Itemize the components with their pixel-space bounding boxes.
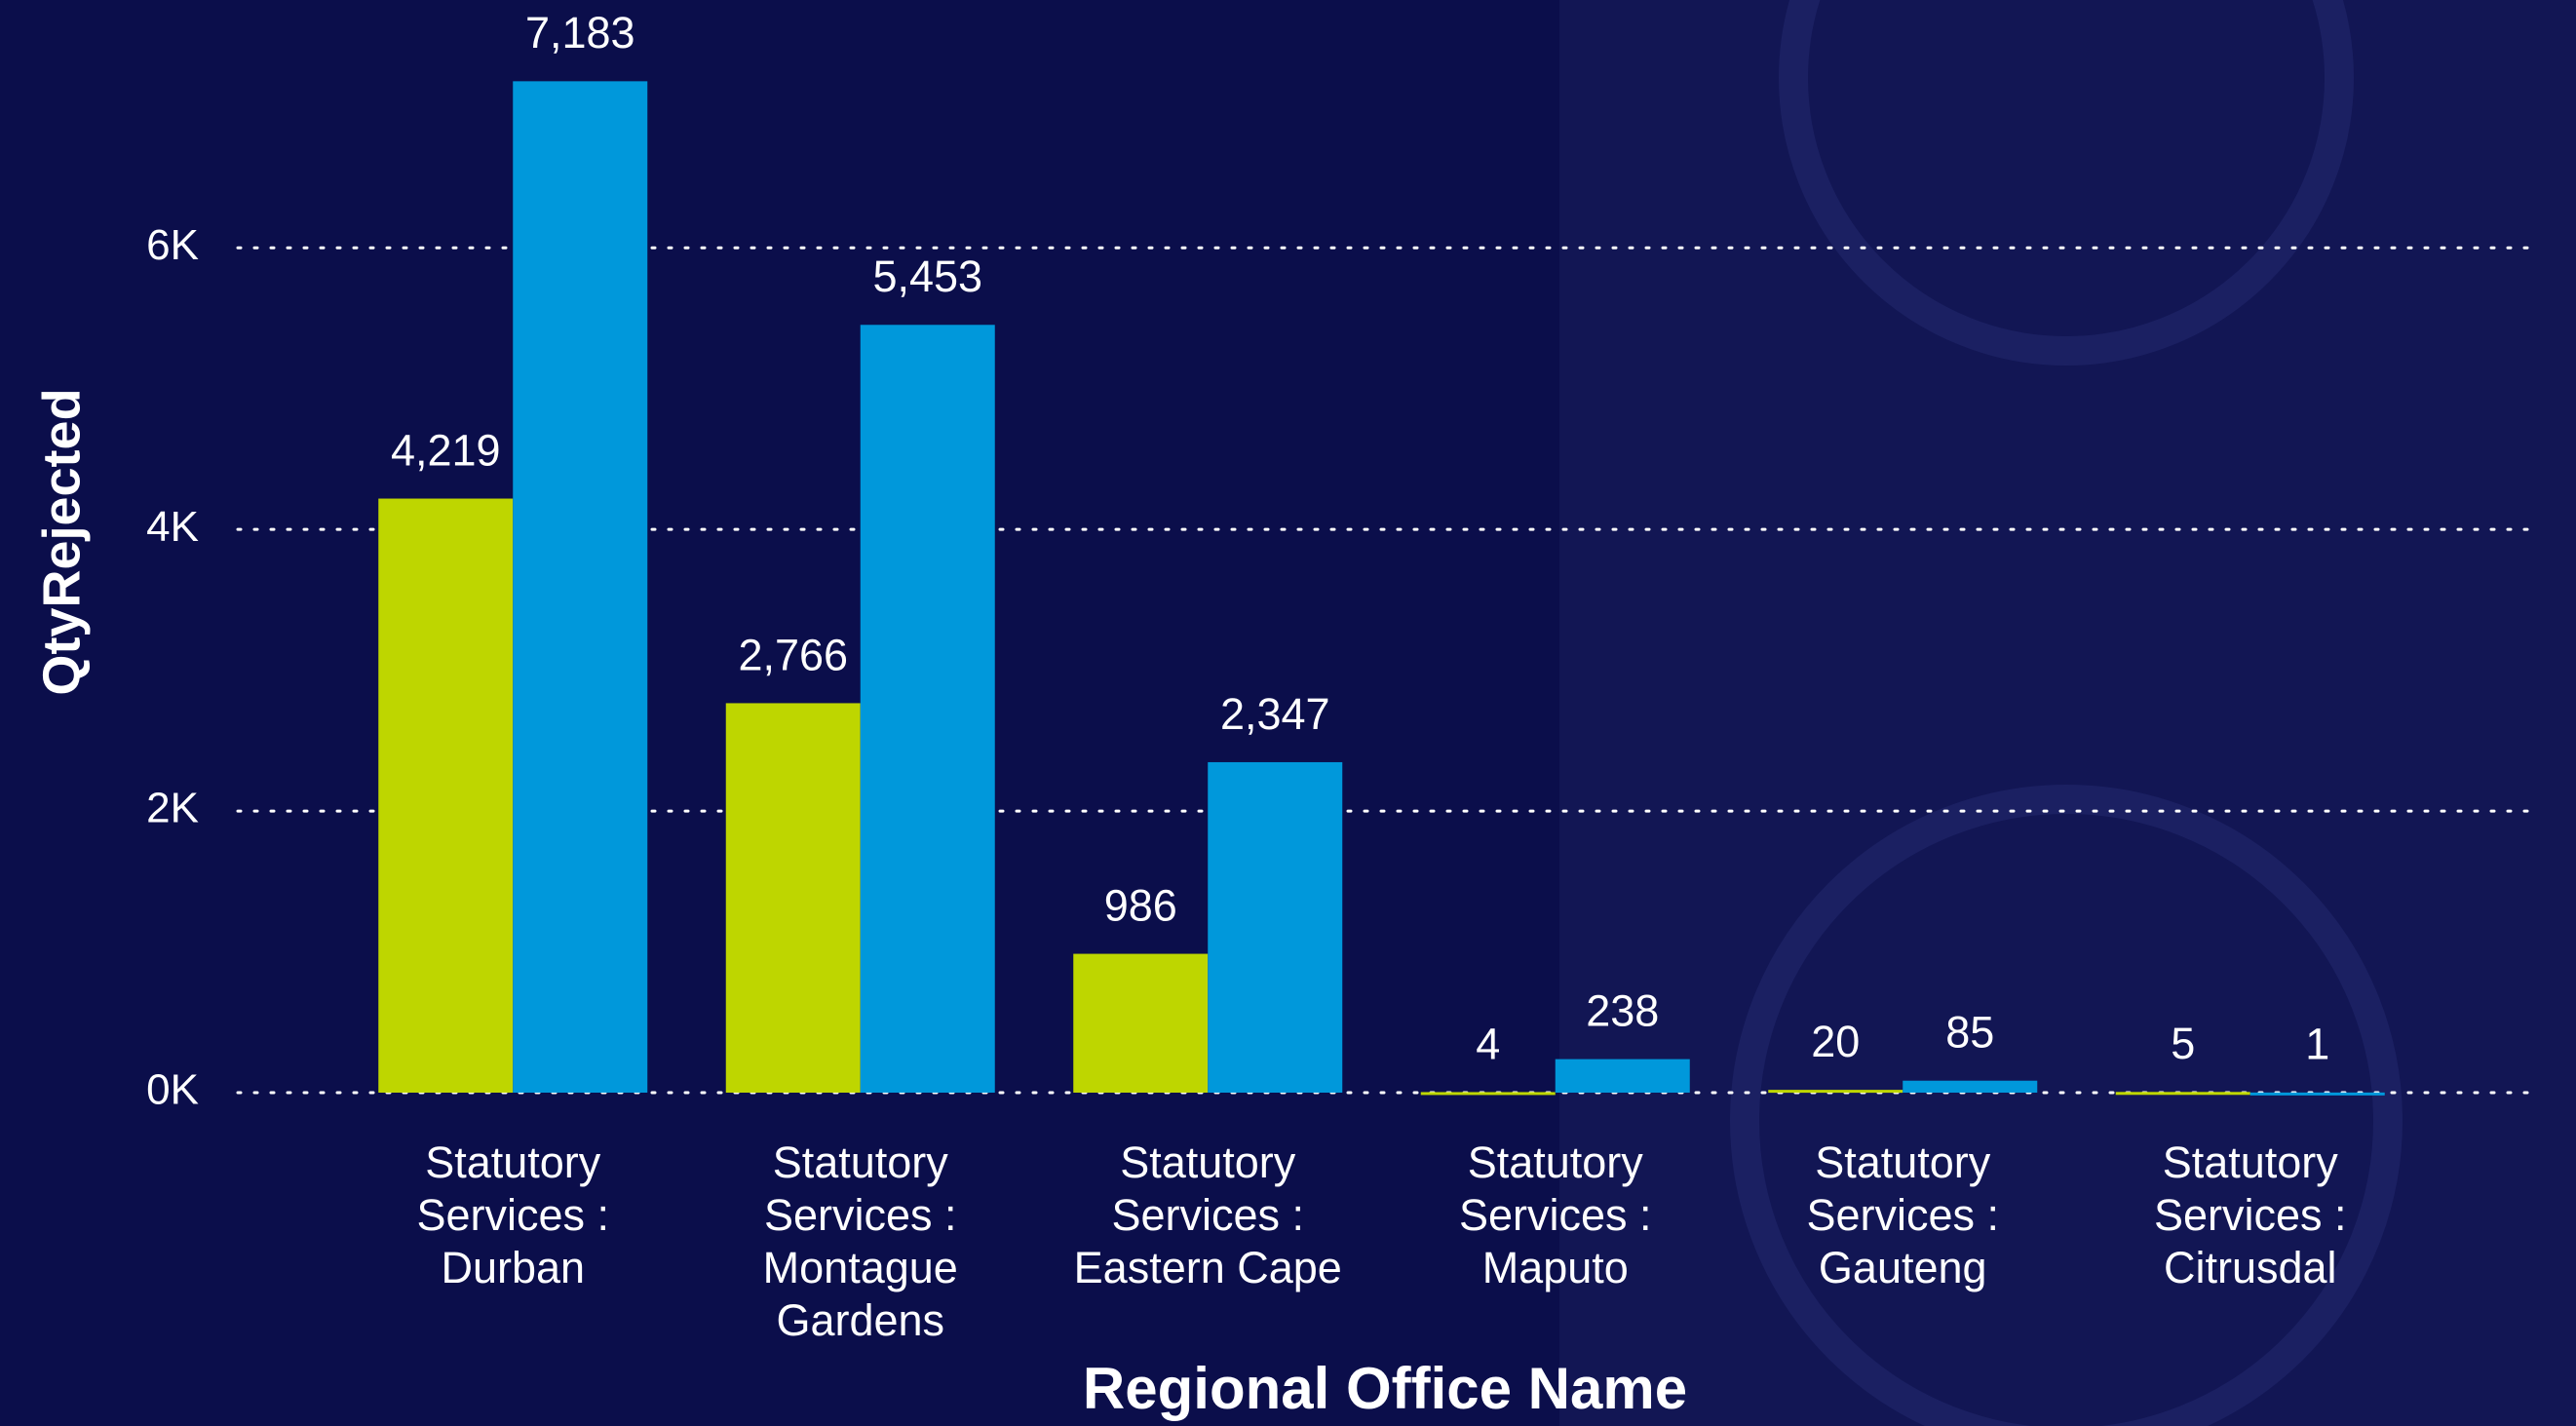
x-tick-label: Statutory Services : Citrusdal: [2095, 1137, 2406, 1294]
data-label: 2,766: [738, 630, 848, 679]
y-tick-label: 0K: [146, 1066, 199, 1114]
x-tick-label: Statutory Services : Montague Gardens: [705, 1137, 1017, 1347]
bar: [1208, 762, 1342, 1093]
data-label: 1: [2305, 1020, 2329, 1069]
bar: [1768, 1090, 1903, 1093]
data-label: 5: [2171, 1019, 2195, 1068]
x-tick-label: Statutory Services : Maputo: [1400, 1137, 1711, 1294]
data-label: 4,219: [391, 425, 501, 475]
bar: [1421, 1092, 1556, 1095]
x-tick-label: Statutory Services : Gauteng: [1747, 1137, 2058, 1294]
bar: [2116, 1092, 2250, 1095]
background-pattern: [1559, 0, 2576, 1426]
data-label: 986: [1104, 880, 1177, 930]
x-tick-label: Statutory Services : Eastern Cape: [1052, 1137, 1364, 1294]
bar: [1073, 954, 1208, 1093]
bar: [1903, 1081, 2037, 1093]
bar: [726, 703, 861, 1093]
x-tick-label: Statutory Services : Durban: [357, 1137, 669, 1294]
bar: [378, 499, 513, 1093]
bar: [513, 81, 647, 1093]
y-tick-label: 2K: [146, 785, 199, 832]
y-tick-label: 6K: [146, 221, 199, 269]
data-label: 20: [1811, 1017, 1860, 1066]
y-tick-label: 4K: [146, 503, 199, 551]
data-label: 85: [1945, 1008, 1994, 1058]
bar: [1556, 1060, 1690, 1093]
bar: [2250, 1093, 2385, 1096]
data-label: 7,183: [525, 8, 635, 58]
x-axis-title: Regional Office Name: [1083, 1356, 1687, 1421]
data-label: 5,453: [872, 251, 982, 301]
data-label: 2,347: [1220, 689, 1330, 739]
bar: [861, 325, 995, 1093]
page: QtyRejected Regional Office Name 0K 2K 4K 6…: [0, 0, 2576, 1426]
data-label: 238: [1586, 986, 1659, 1036]
y-axis-title: QtyRejected: [32, 388, 91, 695]
data-label: 4: [1476, 1019, 1500, 1068]
